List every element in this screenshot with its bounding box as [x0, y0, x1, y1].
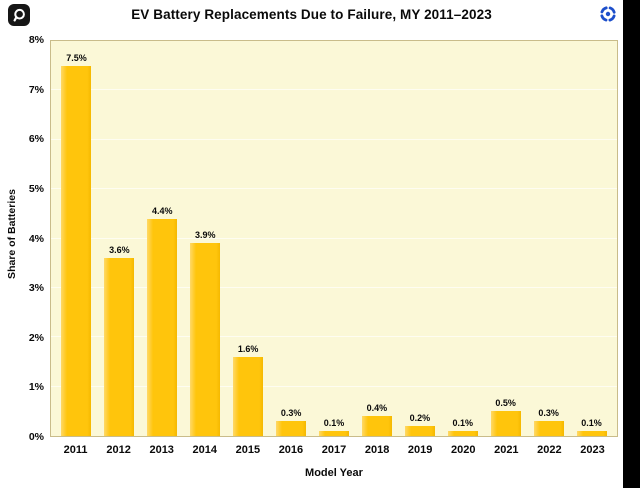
bar-2022: [533, 421, 564, 436]
x-tick-label: 2023: [580, 444, 605, 456]
bar-slot: 0.4%: [355, 41, 398, 436]
gridline: [51, 138, 617, 140]
x-tick-label: 2016: [278, 444, 304, 456]
bar-value-label: 7.5%: [66, 52, 87, 63]
bar-value-label: 0.3%: [280, 408, 302, 419]
gridline: [51, 286, 617, 288]
bar-2019: [404, 426, 435, 436]
bar-value-label: 0.1%: [581, 418, 602, 429]
x-tick-label: 2021: [494, 444, 519, 456]
bar-slot: 3.9%: [184, 41, 227, 436]
x-tick-label: 2017: [321, 444, 347, 456]
x-axis-title: Model Year: [305, 467, 363, 479]
bar-slot: 0.1%: [570, 41, 613, 436]
plot-area: 7.5% 3.6% 4.4% 3.9% 1.6% 0.3% 0.1% 0.4% 0.2% 0.1%…: [50, 40, 618, 437]
gridline: [51, 188, 617, 190]
x-axis-ticks: 2011 2012 2013 2014 2015 2016 2017 2018 2019 2020…: [50, 444, 618, 456]
bar-2014: [190, 243, 221, 436]
bar-2020: [447, 431, 478, 436]
x-tick-label: 2020: [451, 444, 476, 456]
bar-2015: [233, 357, 264, 436]
gridline: [51, 336, 617, 338]
bar-2011: [61, 65, 92, 436]
bar-series: 7.5% 3.6% 4.4% 3.9% 1.6% 0.3% 0.1% 0.4% 0.2% 0.1%…: [51, 41, 617, 436]
x-tick-label: 2012: [106, 444, 131, 456]
y-tick-label: 2%: [28, 331, 44, 344]
bar-2021: [490, 411, 521, 436]
scan-focus-icon[interactable]: [599, 5, 617, 23]
bar-value-label: 0.1%: [452, 418, 474, 429]
bar-slot: 0.3%: [270, 41, 313, 436]
x-tick-label: 2014: [192, 444, 218, 456]
bar-slot: 3.6%: [98, 41, 141, 436]
bar-value-label: 0.2%: [409, 413, 431, 424]
bar-value-label: 0.4%: [366, 403, 388, 414]
bar-slot: 0.1%: [441, 41, 484, 436]
bar-value-label: 3.6%: [109, 245, 130, 256]
bar-value-label: 1.6%: [237, 344, 259, 354]
y-tick-label: 8%: [28, 34, 44, 46]
y-tick-label: 1%: [28, 381, 44, 394]
y-tick-label: 5%: [28, 182, 44, 195]
gridline: [51, 89, 617, 91]
speech-bubble-logo-icon[interactable]: [8, 4, 30, 26]
bar-slot: 0.2%: [398, 41, 441, 436]
y-tick-label: 3%: [28, 282, 44, 295]
bar-slot: 4.4%: [141, 41, 184, 436]
y-tick-label: 0%: [28, 431, 44, 443]
x-tick-label: 2015: [235, 444, 261, 456]
gridline: [51, 237, 617, 239]
x-tick-label: 2022: [537, 444, 562, 456]
x-tick-label: 2018: [364, 444, 390, 456]
y-tick-label: 6%: [28, 133, 44, 146]
x-tick-label: 2013: [149, 444, 174, 456]
bar-value-label: 0.5%: [495, 398, 516, 409]
bar-slot: 1.6%: [227, 41, 270, 436]
gridline: [51, 385, 617, 387]
bar-2018: [361, 416, 392, 436]
bar-value-label: 0.3%: [538, 408, 559, 419]
x-tick-label: 2011: [63, 444, 88, 456]
bar-2013: [147, 218, 178, 436]
bar-slot: 0.3%: [527, 41, 570, 436]
bar-slot: 0.1%: [313, 41, 356, 436]
bar-2016: [276, 421, 307, 436]
right-black-band: [623, 0, 640, 488]
bar-2023: [576, 431, 607, 436]
bar-value-label: 3.9%: [194, 230, 216, 241]
y-axis-ticks: 0% 1% 2% 3% 4% 5% 6% 7% 8%: [0, 34, 44, 443]
y-tick-label: 4%: [28, 232, 44, 245]
bar-value-label: 4.4%: [152, 205, 173, 216]
bar-slot: 7.5%: [55, 41, 98, 436]
x-tick-label: 2019: [407, 444, 433, 456]
bar-slot: 0.5%: [484, 41, 527, 436]
bar-2012: [104, 258, 135, 436]
chart-title: EV Battery Replacements Due to Failure, …: [131, 7, 492, 22]
bar-value-label: 0.1%: [323, 418, 345, 429]
y-tick-label: 7%: [28, 83, 44, 96]
bar-2017: [318, 431, 349, 436]
